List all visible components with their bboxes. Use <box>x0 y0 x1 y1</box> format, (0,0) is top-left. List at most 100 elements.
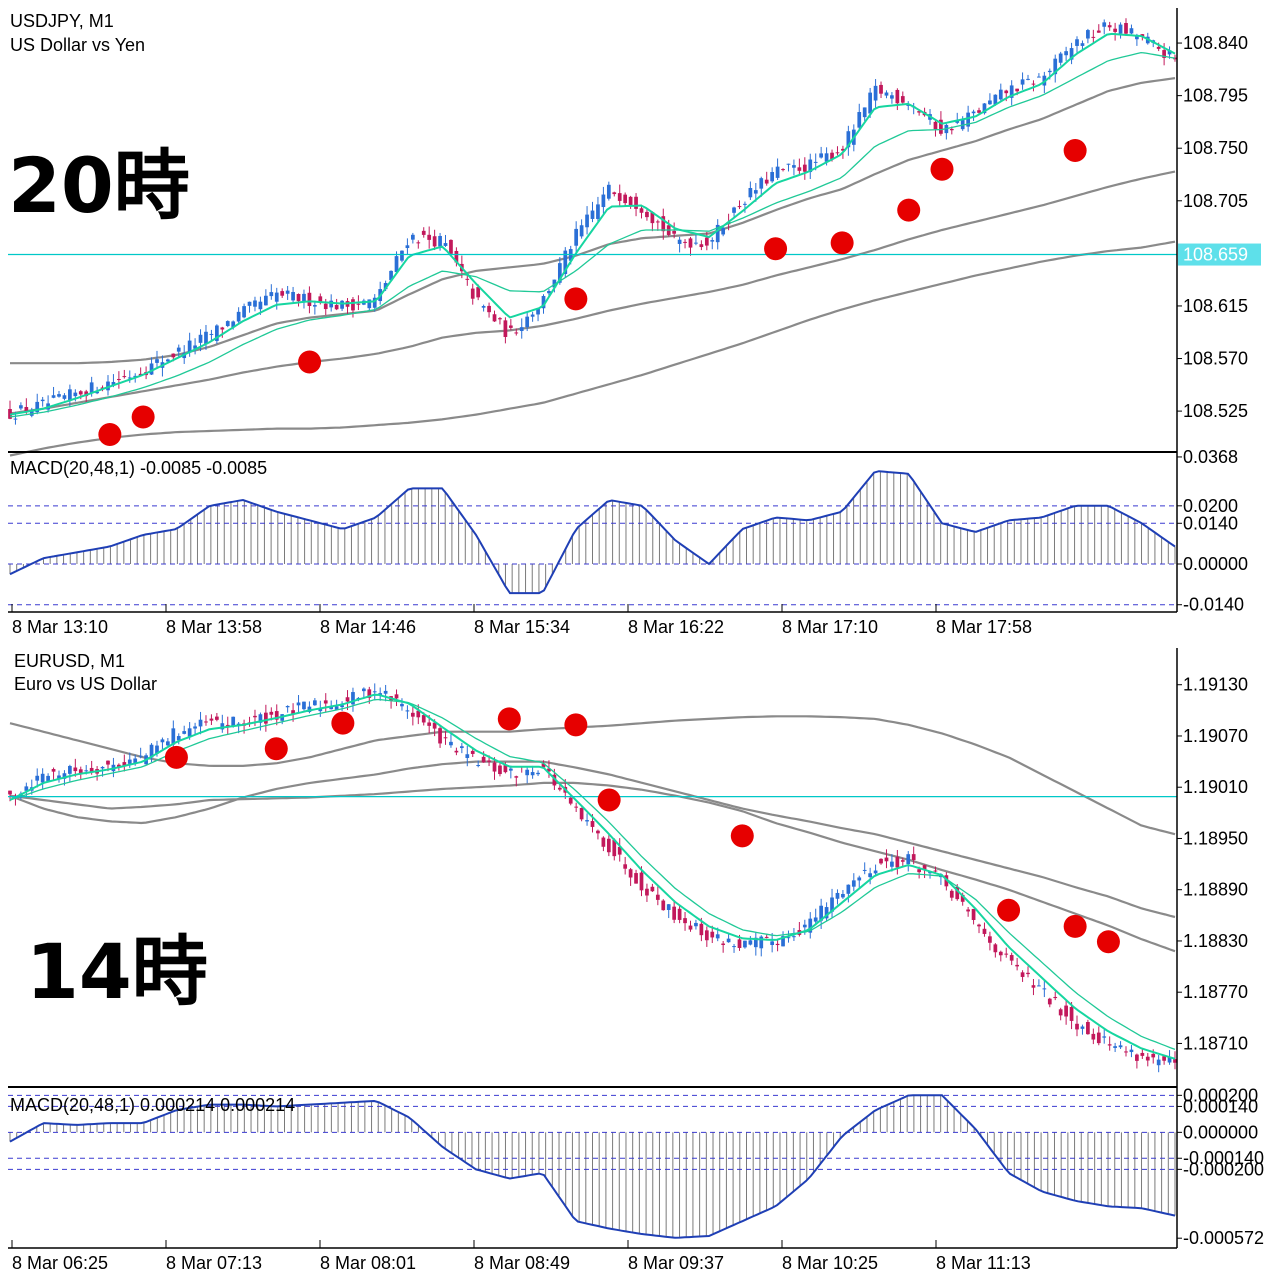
eurusd-candle-body <box>421 715 426 723</box>
eurusd-candle-body <box>264 712 268 724</box>
eurusd-signal-dot <box>497 707 521 731</box>
usdjpy-candle-body <box>1015 88 1019 92</box>
usdjpy-candle-body <box>939 119 943 134</box>
eurusd-candle-body <box>378 693 383 696</box>
usdjpy-candle-body <box>405 245 410 249</box>
usdjpy-candle-body <box>612 192 617 195</box>
eurusd-signal-dot <box>164 745 188 769</box>
eurusd-candle-body <box>955 886 960 900</box>
usdjpy-candle-body <box>536 308 540 315</box>
eurusd-price-tick: 1.19070 <box>1183 726 1248 746</box>
eurusd-candle-body <box>699 923 704 936</box>
usdjpy-candle-body <box>427 234 432 240</box>
eurusd-candle-body <box>808 918 813 933</box>
eurusd-candle-body <box>884 857 889 862</box>
top-overlay-label: 20時 <box>8 141 190 230</box>
eurusd-candle-body <box>514 776 519 778</box>
eurusd-candle-body <box>819 905 824 921</box>
usdjpy-time-tick: 8 Mar 17:58 <box>936 617 1032 637</box>
usdjpy-candle-body <box>1167 50 1172 55</box>
eurusd-candle-body <box>645 888 649 896</box>
usdjpy-candle-body <box>732 207 736 213</box>
eurusd-candle-body <box>579 807 584 820</box>
eurusd-candle-body <box>737 939 742 948</box>
eurusd-candle-body <box>193 726 197 729</box>
eurusd-candle-body <box>1107 1044 1112 1046</box>
usdjpy-candle-body <box>710 240 715 242</box>
eurusd-candle-body <box>89 767 94 773</box>
eurusd-candle-body <box>732 946 736 948</box>
usdjpy-candle-body <box>645 211 649 218</box>
usdjpy-candle-body <box>29 410 34 416</box>
usdjpy-candle-body <box>634 196 638 209</box>
usdjpy-candle-body <box>127 377 132 379</box>
eurusd-candle-body <box>998 951 1003 956</box>
eurusd-candle-body <box>1091 1033 1096 1040</box>
eurusd-candle-body <box>530 772 535 776</box>
usdjpy-candle-body <box>846 131 851 148</box>
eurusd-candle-body <box>868 873 872 878</box>
usdjpy-ma-long-2 <box>9 170 1176 415</box>
eurusd-candle-body <box>606 838 611 853</box>
eurusd-candle-body <box>296 702 301 706</box>
usdjpy-candle-body <box>748 187 753 198</box>
eurusd-price-chart[interactable]: 1.19130 1.19070 1.19010 1.18950 1.18890 1.188… <box>8 675 1248 1073</box>
usdjpy-candle-body <box>525 316 530 328</box>
eurusd-candle-body <box>1102 1036 1107 1038</box>
usdjpy-price-chart[interactable]: 108.840 108.795 108.750 108.705 108.659 108.6… <box>0 18 1261 457</box>
eurusd-time-axis: 8 Mar 06:25 8 Mar 07:13 8 Mar 08:01 8 Mar 0… <box>11 1240 1031 1273</box>
eurusd-candle-body <box>1004 953 1009 955</box>
eurusd-candle-body <box>318 708 323 712</box>
eurusd-candle-body <box>476 765 481 767</box>
eurusd-signal-dot <box>331 711 355 735</box>
usdjpy-candle-body <box>781 169 785 171</box>
usdjpy-candle-body <box>579 225 584 237</box>
eurusd-candle-body <box>650 886 655 892</box>
usdjpy-candle-body <box>95 391 99 394</box>
eurusd-candle-body <box>274 711 279 720</box>
eurusd-candle-body <box>841 893 845 898</box>
usdjpy-candle-body <box>383 283 388 290</box>
eurusd-candle-body <box>911 854 916 861</box>
eurusd-candle-body <box>432 722 437 729</box>
eurusd-candle-body <box>971 908 976 920</box>
eurusd-candle-body <box>1053 996 1058 999</box>
eurusd-candle-body <box>895 856 900 868</box>
eurusd-macd-tick: 0.000140 <box>1183 1096 1258 1116</box>
eurusd-candle-body <box>498 765 502 775</box>
usdjpy-candle-body <box>541 295 546 309</box>
eurusd-candle-body <box>481 756 486 763</box>
usdjpy-candle-body <box>786 163 791 165</box>
eurusd-candle-body <box>492 762 497 772</box>
usdjpy-candle-body <box>454 250 459 263</box>
usdjpy-candle-body <box>590 210 595 219</box>
usdjpy-candle-body <box>394 256 399 273</box>
eurusd-candle-body <box>1113 1046 1117 1048</box>
eurusd-candle-body <box>770 941 775 945</box>
eurusd-signal-dot <box>997 898 1021 922</box>
eurusd-candle-body <box>416 710 421 718</box>
eurusd-candle-body <box>149 744 154 758</box>
eurusd-candle-body <box>427 722 432 726</box>
usdjpy-candle-body <box>280 291 285 296</box>
usdjpy-candle-body <box>253 300 257 307</box>
eurusd-candle-body <box>166 741 170 746</box>
usdjpy-signal-dot <box>897 198 921 222</box>
usdjpy-candle-body <box>868 92 872 114</box>
eurusd-candle-body <box>1135 1054 1139 1061</box>
usdjpy-candle-body <box>1113 28 1117 32</box>
eurusd-candle-body <box>683 918 687 924</box>
eurusd-candle-body <box>541 763 546 768</box>
usdjpy-price-tick: 108.570 <box>1183 349 1248 369</box>
usdjpy-candle-body <box>236 311 241 322</box>
usdjpy-time-tick: 8 Mar 17:10 <box>782 617 878 637</box>
usdjpy-candle-body <box>318 296 323 302</box>
eurusd-candle-body <box>993 944 998 953</box>
usdjpy-candle-body <box>982 103 987 114</box>
eurusd-candle-body <box>775 943 780 946</box>
usdjpy-candle-body <box>966 112 970 127</box>
usdjpy-candle-body <box>1037 76 1041 78</box>
usdjpy-candle-body <box>873 85 878 101</box>
